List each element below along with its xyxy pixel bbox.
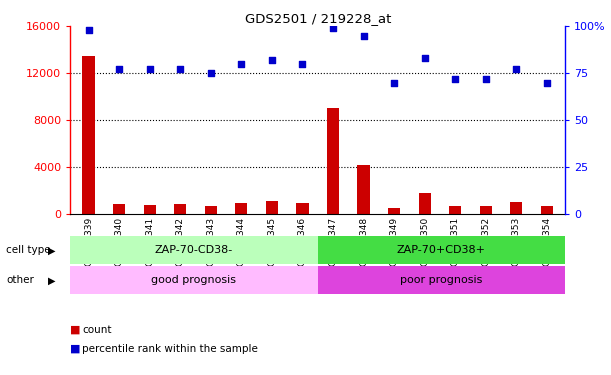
Point [481,76,491,82]
Point [511,66,521,72]
Text: ▶: ▶ [48,275,56,285]
Point [84,27,93,33]
Text: ZAP-70-CD38-: ZAP-70-CD38- [155,245,233,255]
Point [114,66,124,72]
Point [359,33,368,39]
Bar [318,266,565,294]
Bar [113,204,125,214]
Bar [144,205,156,214]
Point [389,80,399,86]
Text: cell type: cell type [6,245,51,255]
Text: ZAP-70+CD38+: ZAP-70+CD38+ [397,245,486,255]
Text: ■: ■ [70,344,81,354]
Bar [174,204,186,214]
Bar [388,208,400,214]
Bar [296,203,309,214]
Text: good prognosis: good prognosis [152,275,236,285]
Point [328,25,338,31]
Bar [541,206,553,214]
Title: GDS2501 / 219228_at: GDS2501 / 219228_at [244,12,391,25]
Bar [82,56,95,214]
Bar [510,202,522,214]
Text: ▶: ▶ [48,245,56,255]
Bar [419,193,431,214]
Bar [318,236,565,264]
Text: poor prognosis: poor prognosis [400,275,483,285]
Point [542,80,552,86]
Bar [266,201,278,214]
Bar [235,203,247,214]
Text: percentile rank within the sample: percentile rank within the sample [82,344,258,354]
Point [450,76,460,82]
Text: count: count [82,325,112,335]
Point [420,55,430,61]
Bar [449,206,461,214]
Bar [70,236,318,264]
Point [206,70,216,76]
Bar [357,165,370,214]
Point [145,66,155,72]
Text: other: other [6,275,34,285]
Text: ■: ■ [70,325,81,335]
Point [298,61,307,67]
Bar [70,266,318,294]
Point [175,66,185,72]
Point [236,61,246,67]
Bar [480,206,492,214]
Bar [327,108,339,214]
Bar [205,206,217,214]
Point [267,57,277,63]
